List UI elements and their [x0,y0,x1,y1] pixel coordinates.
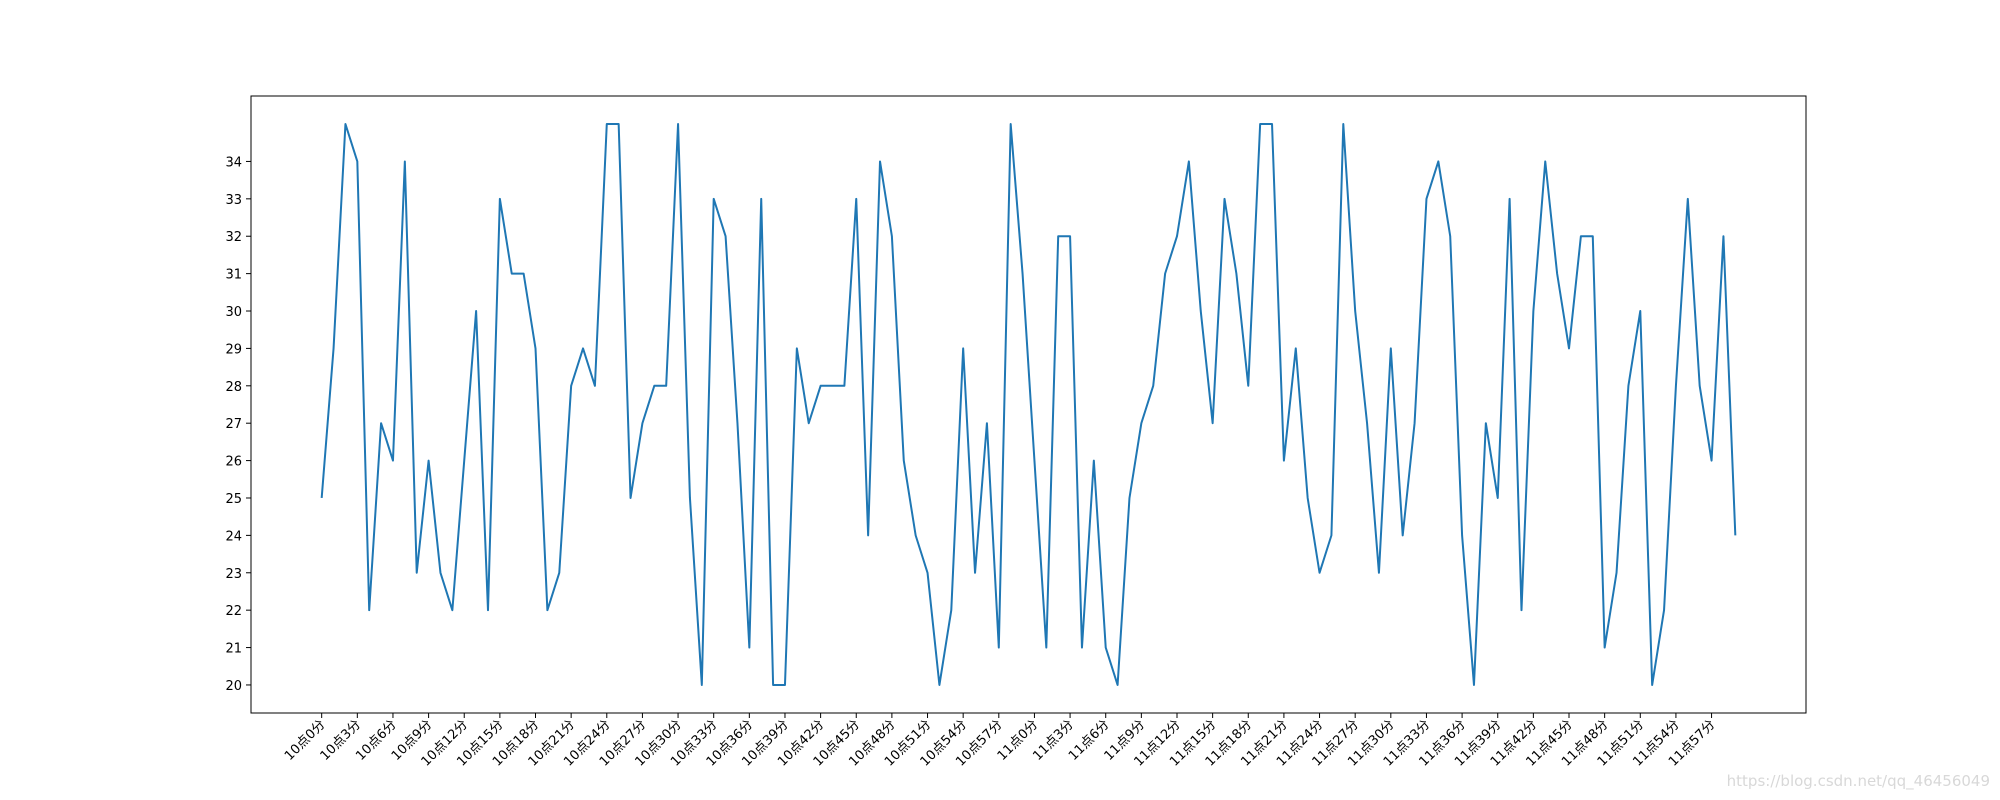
y-tick-label: 20 [225,679,242,694]
y-tick-label: 21 [225,642,242,657]
y-tick-label: 29 [225,342,242,357]
y-tick-label: 28 [225,380,242,395]
y-tick-label: 27 [225,417,242,432]
y-tick-label: 30 [225,305,242,320]
y-tick-label: 32 [225,230,242,245]
y-tick-label: 25 [225,492,242,507]
y-tick-label: 26 [225,455,242,470]
watermark: https://blog.csdn.net/qq_46456049 [1727,772,1990,791]
y-tick-label: 22 [225,604,242,619]
y-tick-label: 24 [225,529,242,544]
data-line [320,123,1737,686]
y-tick-label: 23 [225,567,242,582]
plot-frame [250,95,1807,714]
y-tick-label: 34 [225,155,242,170]
y-tick-label: 31 [225,268,242,283]
y-tick-label: 33 [225,193,242,208]
